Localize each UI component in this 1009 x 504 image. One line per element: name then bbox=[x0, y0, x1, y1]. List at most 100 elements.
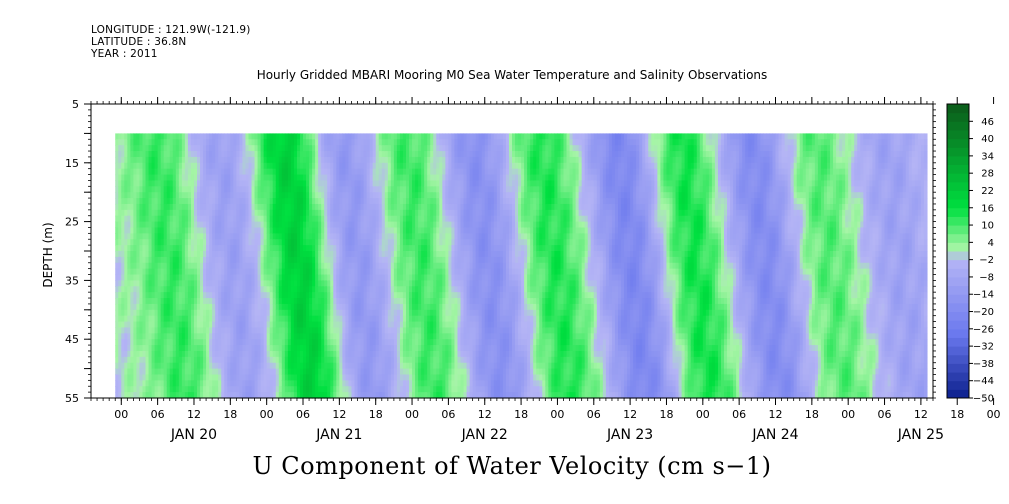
heatmap-cell bbox=[230, 350, 234, 358]
heatmap-cell bbox=[336, 145, 340, 152]
heatmap-cell bbox=[130, 292, 134, 299]
heatmap-cell bbox=[421, 362, 425, 370]
heatmap-cell bbox=[227, 221, 231, 229]
heatmap-cell bbox=[369, 362, 374, 370]
heatmap-cell bbox=[399, 362, 404, 370]
heatmap-cell bbox=[402, 251, 407, 258]
heatmap-cell bbox=[405, 350, 410, 358]
heatmap-cell bbox=[193, 139, 198, 146]
heatmap-cell bbox=[200, 362, 204, 370]
heatmap-cell bbox=[345, 168, 350, 176]
heatmap-cell bbox=[433, 315, 437, 323]
heatmap-cell bbox=[206, 374, 210, 381]
heatmap-cell bbox=[166, 268, 171, 276]
heatmap-cell bbox=[342, 315, 347, 323]
heatmap-cell bbox=[287, 203, 292, 211]
heatmap-cell bbox=[160, 286, 165, 293]
heatmap-cell bbox=[339, 321, 343, 329]
heatmap-cell bbox=[439, 151, 443, 158]
heatmap-cell bbox=[399, 380, 404, 387]
heatmap-cell bbox=[190, 209, 195, 217]
heatmap-cell bbox=[448, 227, 453, 234]
heatmap-cell bbox=[254, 221, 259, 229]
heatmap-cell bbox=[184, 198, 189, 205]
heatmap-cell bbox=[193, 203, 198, 211]
heatmap-cell bbox=[175, 221, 180, 229]
heatmap-cell bbox=[303, 274, 307, 281]
heatmap-cell bbox=[348, 209, 353, 217]
heatmap-cell bbox=[281, 198, 286, 205]
heatmap-cell bbox=[287, 133, 292, 140]
heatmap-cell bbox=[230, 339, 234, 346]
heatmap-cell bbox=[178, 321, 183, 329]
heatmap-cell bbox=[142, 174, 147, 182]
heatmap-cell bbox=[281, 168, 286, 176]
heatmap-cell bbox=[130, 145, 134, 152]
heatmap-cell bbox=[257, 386, 262, 393]
heatmap-cell bbox=[415, 386, 419, 393]
heatmap-cell bbox=[306, 380, 310, 387]
heatmap-cell bbox=[242, 356, 247, 364]
heatmap-cell bbox=[248, 215, 253, 223]
heatmap-cell bbox=[342, 321, 347, 329]
heatmap-cell bbox=[118, 133, 122, 140]
heatmap-cell bbox=[384, 362, 389, 370]
heatmap-cell bbox=[127, 133, 131, 140]
heatmap-cell bbox=[405, 251, 410, 258]
heatmap-cell bbox=[175, 174, 180, 182]
heatmap-cell bbox=[151, 292, 156, 299]
heatmap-cell bbox=[215, 198, 219, 205]
heatmap-cell bbox=[157, 315, 162, 323]
heatmap-cell bbox=[142, 321, 147, 329]
heatmap-cell bbox=[242, 221, 247, 229]
heatmap-cell bbox=[421, 203, 425, 211]
heatmap-cell bbox=[448, 233, 453, 240]
heatmap-cell bbox=[157, 162, 162, 170]
heatmap-cell bbox=[418, 156, 422, 164]
heatmap-cell bbox=[390, 356, 395, 364]
heatmap-cell bbox=[215, 368, 219, 376]
heatmap-cell bbox=[369, 356, 374, 364]
heatmap-cell bbox=[339, 345, 343, 352]
heatmap-cell bbox=[178, 245, 183, 252]
heatmap-cell bbox=[309, 174, 313, 182]
heatmap-cell bbox=[366, 380, 371, 387]
heatmap-cell bbox=[190, 256, 195, 264]
heatmap-cell bbox=[236, 256, 241, 264]
heatmap-cell bbox=[402, 221, 407, 229]
heatmap-cell bbox=[390, 392, 395, 399]
heatmap-cell bbox=[351, 268, 356, 276]
heatmap-cell bbox=[184, 262, 189, 270]
heatmap-cell bbox=[193, 168, 198, 176]
heatmap-cell bbox=[145, 209, 150, 217]
heatmap-cell bbox=[318, 298, 322, 305]
heatmap-cell bbox=[175, 298, 180, 305]
heatmap-cell bbox=[427, 174, 431, 182]
heatmap-cell bbox=[312, 309, 316, 317]
heatmap-cell bbox=[284, 286, 289, 293]
heatmap-cell bbox=[442, 315, 446, 323]
heatmap-cell bbox=[130, 350, 134, 358]
heatmap-cell bbox=[345, 198, 350, 205]
heatmap-cell bbox=[399, 215, 404, 223]
heatmap-cell bbox=[181, 333, 186, 340]
heatmap-cell bbox=[200, 356, 204, 364]
heatmap-cell bbox=[336, 380, 340, 387]
heatmap-cell bbox=[212, 251, 216, 258]
heatmap-cell bbox=[115, 162, 119, 170]
heatmap-cell bbox=[330, 180, 334, 187]
heatmap-cell bbox=[342, 168, 347, 176]
heatmap-cell bbox=[381, 256, 386, 264]
heatmap-cell bbox=[136, 215, 141, 223]
heatmap-cell bbox=[336, 315, 340, 323]
heatmap-cell bbox=[445, 392, 449, 399]
heatmap-cell bbox=[321, 256, 325, 264]
heatmap-cell bbox=[130, 321, 134, 329]
heatmap-cell bbox=[260, 309, 265, 317]
heatmap-cell bbox=[236, 309, 241, 317]
heatmap-cell bbox=[269, 268, 274, 276]
heatmap-cell bbox=[193, 339, 198, 346]
heatmap-cell bbox=[166, 298, 171, 305]
heatmap-cell bbox=[318, 133, 322, 140]
heatmap-cell bbox=[445, 298, 449, 305]
